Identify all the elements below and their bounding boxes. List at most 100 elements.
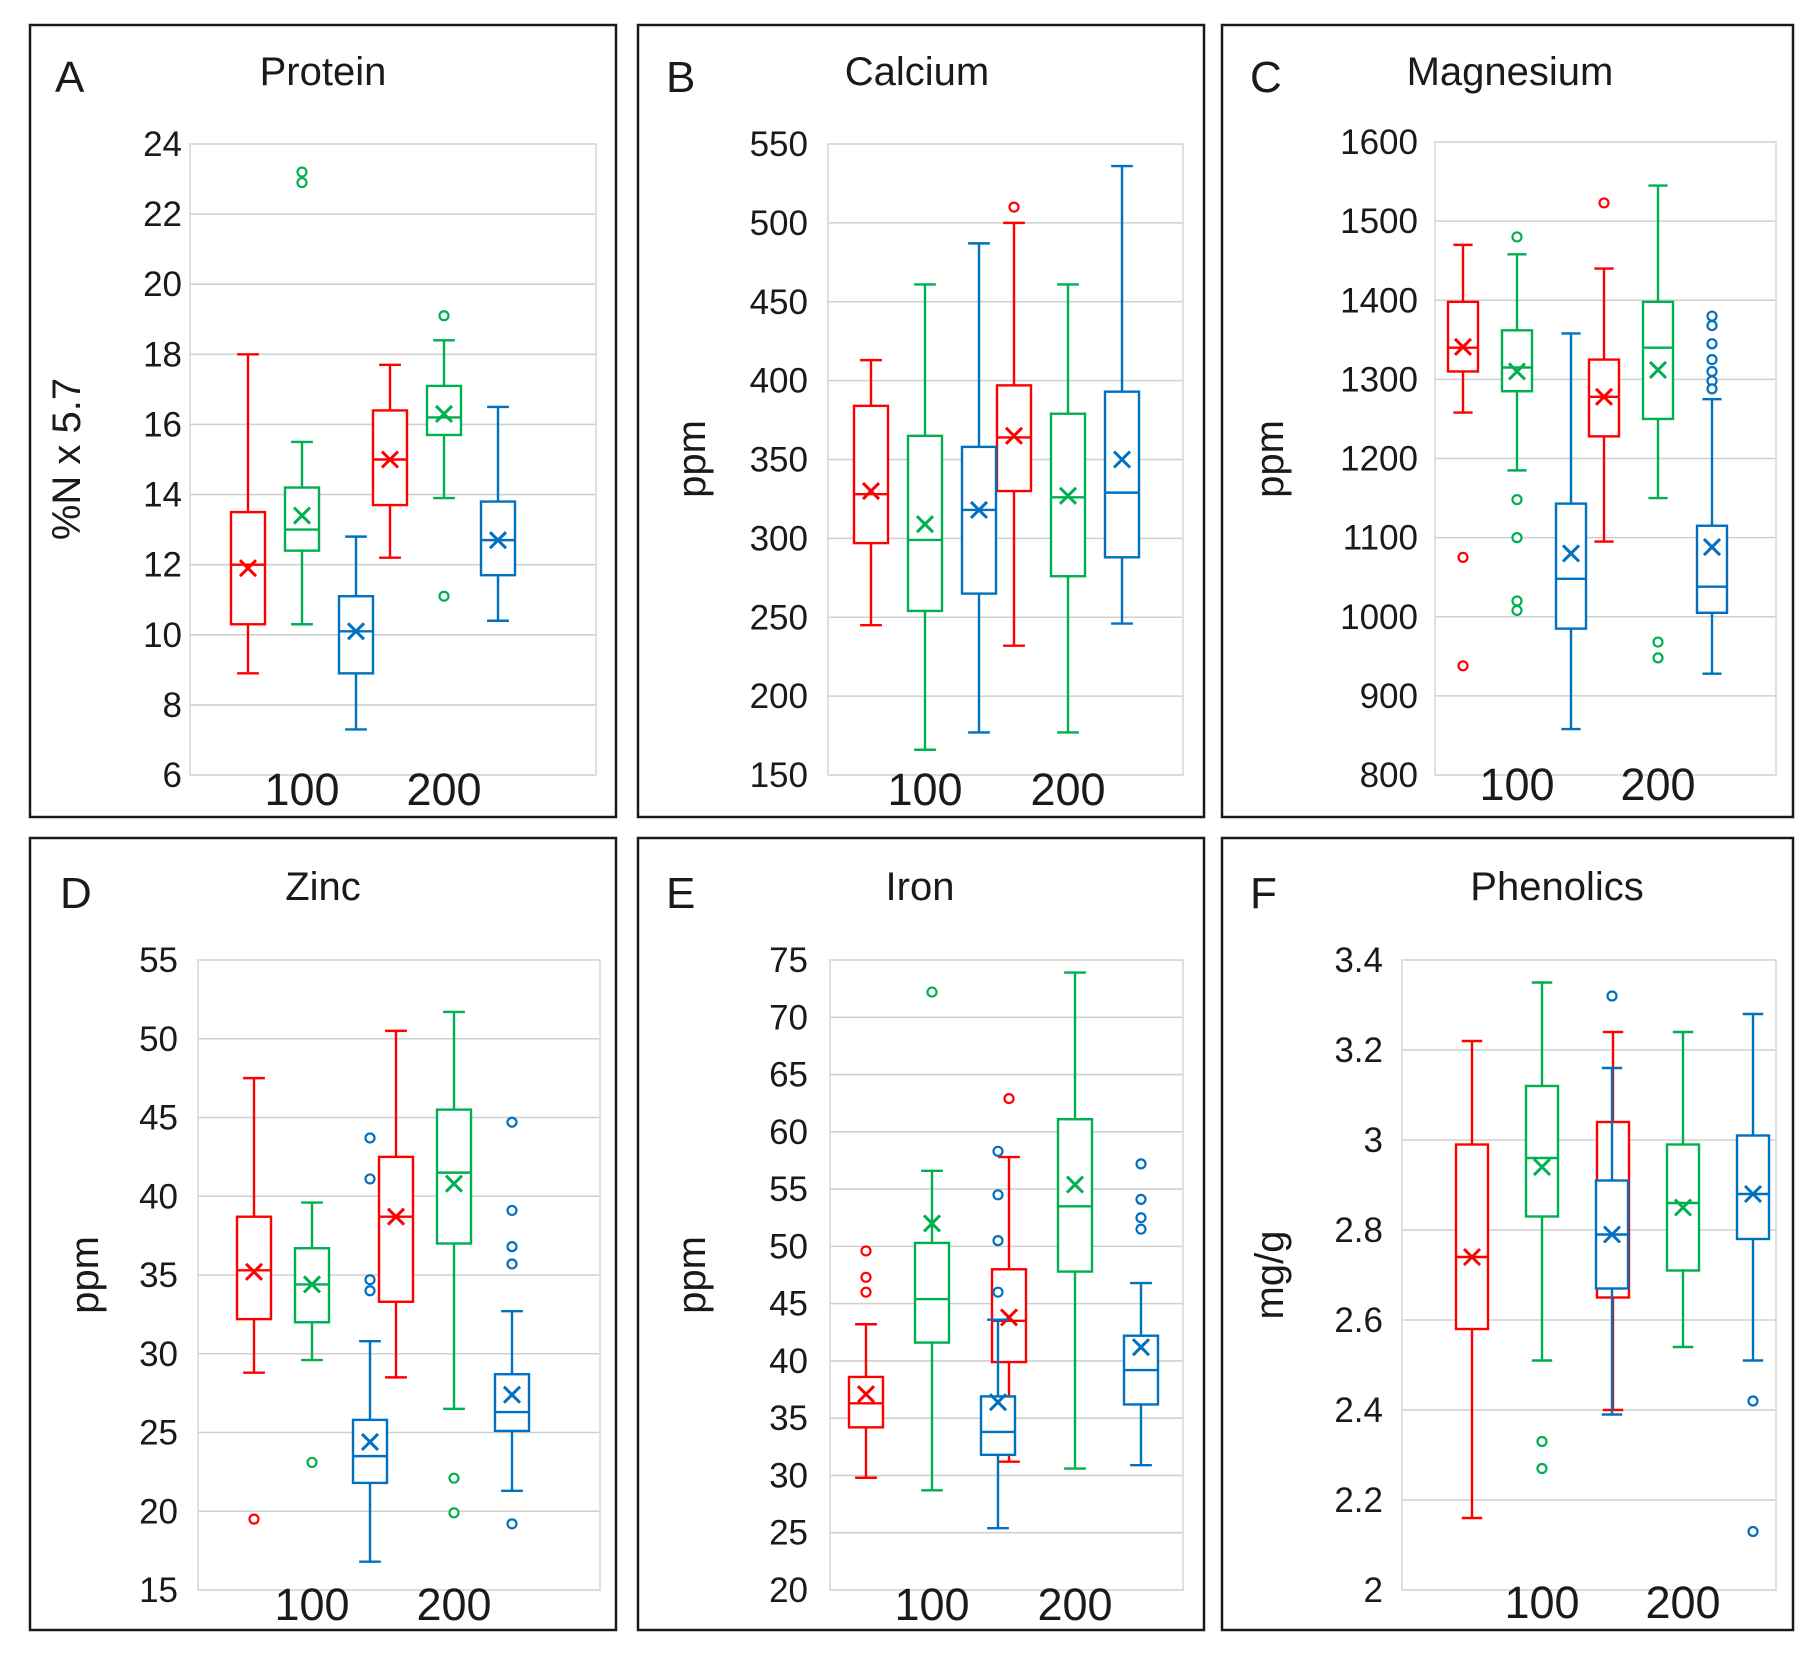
iqr-box <box>1103 390 1141 559</box>
y-tick-label: 35 <box>139 1256 178 1295</box>
outlier-point <box>1008 201 1020 213</box>
box-red-100 <box>235 1076 273 1525</box>
panel-frame <box>28 23 618 819</box>
outlier-point <box>1747 1525 1759 1538</box>
y-tick-label: 1000 <box>1340 598 1418 637</box>
x-category-label: 100 <box>894 1579 969 1630</box>
outlier-point <box>1135 1212 1147 1224</box>
outlier-point <box>1652 652 1664 664</box>
iqr-box <box>1695 524 1729 614</box>
y-tick-label: 15 <box>139 1571 178 1610</box>
x-category-label: 100 <box>274 1579 349 1630</box>
outlier-point <box>364 1132 376 1144</box>
box-blue-100 <box>351 1132 389 1563</box>
box-green-200 <box>1665 1030 1701 1349</box>
y-tick-label: 45 <box>139 1099 178 1138</box>
y-tick-label: 2 <box>1364 1571 1383 1610</box>
outlier-point <box>1706 319 1718 332</box>
outlier-point <box>1511 231 1523 243</box>
y-tick-label: 22 <box>143 195 182 234</box>
outlier-point <box>1706 338 1718 350</box>
outlier-point <box>1652 636 1664 648</box>
mean-marker <box>1131 1338 1151 1357</box>
mean-marker <box>1648 360 1668 379</box>
panel-frame <box>28 836 618 1632</box>
box-blue-200 <box>1735 1012 1771 1538</box>
panel-title: Calcium <box>845 50 989 94</box>
outlier-point <box>926 986 938 998</box>
panel-letter: C <box>1250 53 1282 102</box>
panel-frame <box>1220 23 1795 819</box>
box-blue-200 <box>1122 1158 1160 1467</box>
iqr-box <box>1665 1143 1701 1272</box>
outlier-point <box>860 1271 872 1283</box>
outlier-point <box>992 1235 1004 1247</box>
x-category-label: 100 <box>1479 759 1554 810</box>
panel-title: Iron <box>886 865 955 909</box>
y-tick-label: 1100 <box>1343 519 1418 558</box>
outlier-point <box>860 1286 872 1298</box>
plot-area <box>827 143 1184 776</box>
plot-area <box>1434 141 1777 776</box>
y-axis-title: ppm <box>63 1236 107 1314</box>
mean-marker <box>386 1207 406 1226</box>
box-blue-200 <box>1695 310 1729 675</box>
y-tick-label: 6 <box>163 756 182 795</box>
outlier-point <box>438 310 450 322</box>
outlier-point <box>1706 383 1718 395</box>
y-tick-label: 1600 <box>1340 123 1418 162</box>
outlier-point <box>506 1204 518 1217</box>
box-blue-100 <box>979 1145 1017 1530</box>
x-category-label: 100 <box>264 764 339 815</box>
outlier-point <box>448 1472 460 1484</box>
iqr-box <box>1554 502 1588 630</box>
panel-e: 20 25 30 35 40 45 50 55 60 65 70 75 E Iron ppm 100 200 <box>636 836 1206 1632</box>
outlier-point <box>860 1245 872 1257</box>
plot-area <box>1401 959 1777 1591</box>
outlier-point <box>506 1241 518 1253</box>
y-tick-label: 2.6 <box>1334 1301 1383 1340</box>
box-red-100 <box>847 1245 885 1479</box>
mean-marker <box>922 1214 942 1233</box>
outlier-point <box>1706 353 1718 366</box>
y-tick-label: 55 <box>769 1170 808 1209</box>
y-tick-label: 10 <box>143 616 182 655</box>
x-category-label: 100 <box>1504 1577 1579 1628</box>
box-red-200 <box>995 201 1033 647</box>
y-tick-label: 1200 <box>1340 440 1418 479</box>
mean-marker <box>861 481 881 501</box>
box-red-100 <box>1454 1039 1490 1520</box>
y-tick-label: 60 <box>769 1113 808 1152</box>
outlier-point <box>1606 990 1618 1002</box>
outlier-point <box>1706 310 1718 322</box>
y-tick-label: 35 <box>769 1399 808 1438</box>
mean-marker <box>434 404 454 423</box>
outlier-point <box>1706 365 1718 378</box>
outlier-point <box>296 166 308 178</box>
mean-marker <box>1602 1225 1622 1244</box>
x-category-label: 200 <box>1645 1577 1720 1628</box>
y-tick-label: 25 <box>139 1414 178 1453</box>
outlier-point <box>1511 494 1523 506</box>
y-tick-label: 450 <box>750 283 808 322</box>
box-red-100 <box>852 358 890 627</box>
iqr-box <box>913 1241 951 1344</box>
box-blue-200 <box>1103 164 1141 625</box>
y-tick-label: 550 <box>750 125 808 164</box>
mean-marker <box>1462 1247 1482 1267</box>
outlier-point <box>1511 604 1523 617</box>
outlier-point <box>1457 551 1469 564</box>
panel-title: Zinc <box>285 865 361 909</box>
y-tick-label: 800 <box>1360 756 1418 795</box>
outlier-point <box>1135 1193 1147 1206</box>
y-axis-title: ppm <box>670 1236 714 1314</box>
outlier-point <box>1511 595 1523 607</box>
y-tick-label: 900 <box>1360 677 1418 716</box>
outlier-point <box>1003 1092 1015 1105</box>
outlier-point <box>1135 1158 1147 1170</box>
iqr-box <box>1500 329 1534 393</box>
y-tick-label: 400 <box>750 362 808 401</box>
outlier-point <box>364 1274 376 1286</box>
y-tick-label: 25 <box>769 1514 808 1553</box>
box-green-200 <box>1641 184 1675 664</box>
